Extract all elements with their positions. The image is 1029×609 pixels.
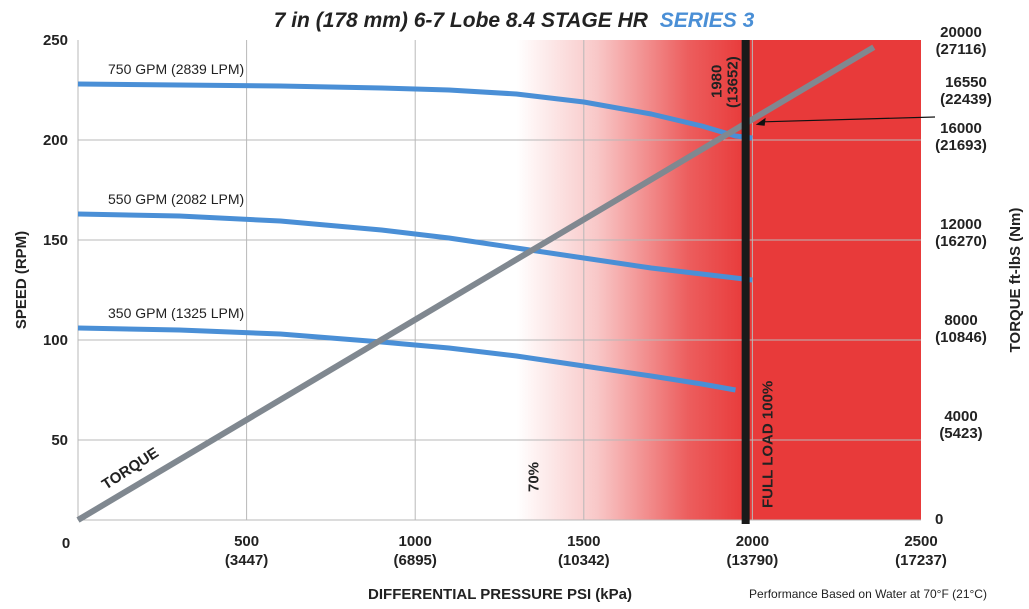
y-right-tick-label: 16000 xyxy=(940,120,982,137)
y-left-tick-label: 150 xyxy=(43,232,68,249)
annotation-value: 16550 xyxy=(945,74,987,91)
y-right-tick-sub-label: (21693) xyxy=(935,137,987,154)
y-right-axis-title: TORQUE ft-lbS (Nm) xyxy=(1007,208,1024,353)
y-right-tick-sub-label: (16270) xyxy=(935,233,987,250)
annotation-leader xyxy=(763,116,936,123)
full-load-psi-label: 1980 xyxy=(709,65,726,98)
title-text: 7 in (178 mm) 6-7 Lobe 8.4 STAGE HR xyxy=(274,9,649,32)
y-right-tick-label: 0 xyxy=(935,511,943,528)
series-line-2 xyxy=(77,325,736,393)
y-left-tick-label: 250 xyxy=(43,32,68,49)
y-right-tick-sub-label: (27116) xyxy=(936,41,987,58)
x-tick-sub-label: (10342) xyxy=(558,552,610,569)
zone-70-label: 70% xyxy=(525,462,542,492)
series-label-2: 350 GPM (1325 LPM) xyxy=(108,305,244,321)
x-axis-title: DIFFERENTIAL PRESSURE PSI (kPa) xyxy=(368,586,632,603)
performance-note: Performance Based on Water at 70°F (21°C… xyxy=(749,587,987,601)
y-right-tick-sub-label: (5423) xyxy=(939,425,982,442)
y-left-tick-label: 50 xyxy=(51,432,68,449)
x-tick-label: 2500 xyxy=(904,533,937,550)
y-left-tick-label: 200 xyxy=(43,132,68,149)
series-line-3 xyxy=(76,44,876,523)
tick-layer: 0 500(3447)1000(6895)1500(10342)2000(1379… xyxy=(43,24,987,569)
x-tick-sub-label: (6895) xyxy=(394,552,437,569)
full-load-bar xyxy=(741,40,750,524)
y-right-tick-label: 20000 xyxy=(940,24,982,41)
y-left-tick-label: 100 xyxy=(43,332,68,349)
x-tick-label: 500 xyxy=(234,533,259,550)
series-line-0 xyxy=(77,81,753,141)
series-line-1 xyxy=(77,211,753,283)
full-load-kpa-label: (13652) xyxy=(725,56,742,108)
x-tick-label: 0 xyxy=(62,535,70,552)
svg-text:7 in (178 mm) 6-7 Lobe 8.4 STA: 7 in (178 mm) 6-7 Lobe 8.4 STAGE HR SERI… xyxy=(274,9,755,32)
y-right-tick-label: 12000 xyxy=(940,216,982,233)
x-tick-label: 2000 xyxy=(736,533,769,550)
y-right-tick-label: 4000 xyxy=(944,408,977,425)
chart-title: 7 in (178 mm) 6-7 Lobe 8.4 STAGE HR SERI… xyxy=(274,9,755,32)
x-tick-label: 1500 xyxy=(567,533,600,550)
series-label-1: 550 GPM (2082 LPM) xyxy=(108,191,244,207)
y-right-tick-label: 8000 xyxy=(944,312,977,329)
title-series-accent: SERIES 3 xyxy=(660,9,755,32)
series-label-0: 750 GPM (2839 LPM) xyxy=(108,61,244,77)
annotation-value-sub: (22439) xyxy=(940,91,992,108)
x-tick-sub-label: (13790) xyxy=(727,552,779,569)
annotation-arrowhead xyxy=(755,117,766,126)
x-tick-sub-label: (3447) xyxy=(225,552,268,569)
x-tick-label: 1000 xyxy=(399,533,432,550)
marker-layer: 1980 (13652) 70% FULL LOAD 100% 16550(22439) xyxy=(525,40,992,524)
zone-full-label: FULL LOAD 100% xyxy=(760,381,777,508)
y-right-tick-sub-label: (10846) xyxy=(935,329,987,346)
zone-layer xyxy=(516,40,921,520)
x-tick-sub-label: (17237) xyxy=(895,552,947,569)
y-left-axis-title: SPEED (RPM) xyxy=(13,231,30,329)
